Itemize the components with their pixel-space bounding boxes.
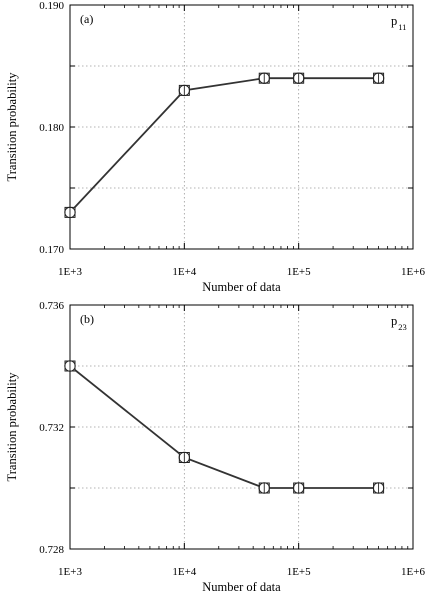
- series-symbol: p: [391, 14, 397, 28]
- y-tick-label: 0.180: [39, 122, 64, 134]
- data-point: [64, 360, 76, 372]
- x-axis-label: Number of data: [202, 280, 281, 294]
- data-point: [372, 482, 385, 494]
- y-tick-label: 0.736: [39, 300, 64, 312]
- y-tick-label: 0.190: [39, 0, 64, 12]
- panel-label: (b): [80, 312, 94, 326]
- series-subscript: 23: [398, 322, 407, 332]
- data-point: [258, 72, 270, 84]
- panel-label: (a): [80, 12, 93, 26]
- y-axis-label: Transition probability: [5, 372, 19, 482]
- series-line: [69, 365, 379, 489]
- y-tick-label: 0.170: [39, 244, 64, 256]
- x-tick-label: 1E+4: [172, 266, 196, 278]
- marker-circle: [292, 72, 305, 84]
- marker-circle: [64, 206, 76, 219]
- chart-panel-1: 0.170 0.180 0.190 1E+3 1E+4 1E+5 1E+6 Number of…: [5, 0, 425, 294]
- data-point: [64, 206, 76, 219]
- marker-circle: [64, 360, 76, 372]
- marker-circle: [372, 72, 385, 84]
- x-tick-label: 1E+6: [401, 566, 425, 578]
- data-point: [178, 84, 191, 97]
- data-point: [372, 72, 385, 84]
- marker-circle: [178, 451, 191, 464]
- y-tick-label: 0.728: [39, 544, 64, 556]
- marker-circle: [258, 72, 270, 84]
- data-point: [178, 451, 191, 464]
- x-tick-label: 1E+5: [287, 566, 311, 578]
- marker-circle: [258, 482, 270, 494]
- data-point: [292, 482, 305, 494]
- marker-circle: [372, 482, 385, 494]
- marker-circle: [178, 84, 191, 97]
- x-tick-label: 1E+3: [58, 566, 82, 578]
- x-tick-label: 1E+4: [172, 566, 196, 578]
- x-tick-label: 1E+5: [287, 266, 311, 278]
- x-axis-label: Number of data: [202, 580, 281, 594]
- series-label: p23: [391, 314, 407, 332]
- series-line: [69, 77, 379, 214]
- y-tick-label: 0.732: [39, 422, 64, 434]
- marker-circle: [292, 482, 305, 494]
- data-point: [292, 72, 305, 84]
- series-symbol: p: [391, 314, 397, 328]
- plot-frame: [69, 304, 414, 550]
- plot-frame: [69, 4, 414, 250]
- x-tick-label: 1E+6: [401, 266, 425, 278]
- series-label: p11: [391, 14, 406, 32]
- data-point: [258, 482, 270, 494]
- chart-panel-2: 0.728 0.732 0.736 1E+3 1E+4 1E+5 1E+6 Number of…: [5, 300, 425, 594]
- y-axis-label: Transition probability: [5, 72, 19, 182]
- x-tick-label: 1E+3: [58, 266, 82, 278]
- series-subscript: 11: [398, 22, 406, 32]
